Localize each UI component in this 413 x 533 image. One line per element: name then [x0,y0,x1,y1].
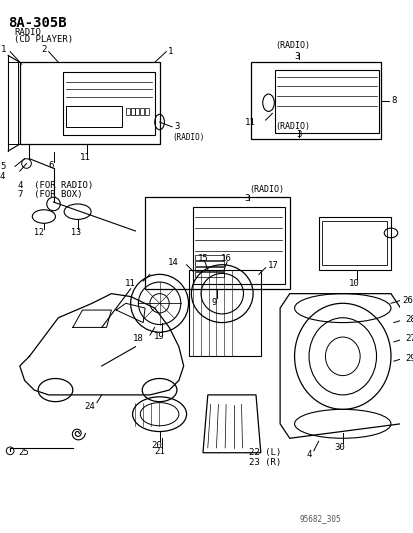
Bar [193,207,284,284]
Text: 14: 14 [168,259,178,268]
Text: (RADIO): (RADIO) [275,42,309,50]
Bar [145,108,149,115]
Text: 4: 4 [306,450,311,459]
Text: 95682_305: 95682_305 [299,514,340,523]
Text: 3: 3 [173,123,179,131]
Text: (RADIO): (RADIO) [249,185,284,194]
Bar [66,106,122,127]
Bar [140,108,144,115]
Bar [195,255,224,260]
Text: 8: 8 [390,96,395,106]
Bar [135,108,139,115]
Text: 11: 11 [80,153,90,162]
Bar [251,62,380,140]
Text: 29: 29 [404,354,413,363]
Text: 17: 17 [267,261,278,270]
Bar [195,261,224,265]
Text: 6: 6 [48,161,53,170]
Bar [126,108,129,115]
Text: RADIO: RADIO [14,28,41,37]
Text: 23 (R): 23 (R) [249,458,281,467]
Text: (CD PLAYER): (CD PLAYER) [14,35,73,44]
Bar [321,221,386,265]
Bar [275,70,378,133]
Bar [20,62,159,144]
Bar [63,72,154,134]
Bar [145,197,289,289]
Text: 24: 24 [84,402,95,411]
Text: (RADIO): (RADIO) [275,123,309,131]
Text: 9: 9 [211,298,217,307]
Text: 3: 3 [296,130,301,139]
Text: 19: 19 [154,332,164,341]
Bar [131,108,134,115]
Bar [188,270,260,357]
Text: 16: 16 [220,254,231,263]
Bar [195,266,224,271]
Text: 4  (FOR RADIO): 4 (FOR RADIO) [18,181,93,190]
Text: 11: 11 [244,118,255,126]
Text: 12: 12 [34,229,44,237]
Text: 21: 21 [154,447,164,456]
Text: 15: 15 [197,254,208,263]
Bar [318,216,390,270]
Bar [8,62,18,144]
Text: 18: 18 [132,335,143,343]
Text: 1: 1 [168,47,173,56]
Text: 3: 3 [294,52,299,61]
Text: 8A-305B: 8A-305B [8,15,66,30]
Text: 13: 13 [71,229,81,237]
Text: 7  (FOR BOX): 7 (FOR BOX) [18,190,82,199]
Text: 20: 20 [151,441,161,449]
Text: 27: 27 [404,335,413,343]
Text: 28: 28 [404,315,413,324]
Text: 26: 26 [401,296,412,305]
Text: 10: 10 [348,279,359,287]
Text: 30: 30 [334,443,344,453]
Text: 4: 4 [0,172,5,181]
Text: 2: 2 [41,45,47,54]
Text: (RADIO): (RADIO) [172,133,204,142]
Text: 1: 1 [1,45,6,54]
Text: 3: 3 [244,193,249,203]
Text: 11: 11 [124,279,135,287]
Text: 5: 5 [0,162,5,171]
Bar [195,272,224,277]
Text: 22 (L): 22 (L) [249,448,281,457]
Text: 25: 25 [18,448,28,457]
